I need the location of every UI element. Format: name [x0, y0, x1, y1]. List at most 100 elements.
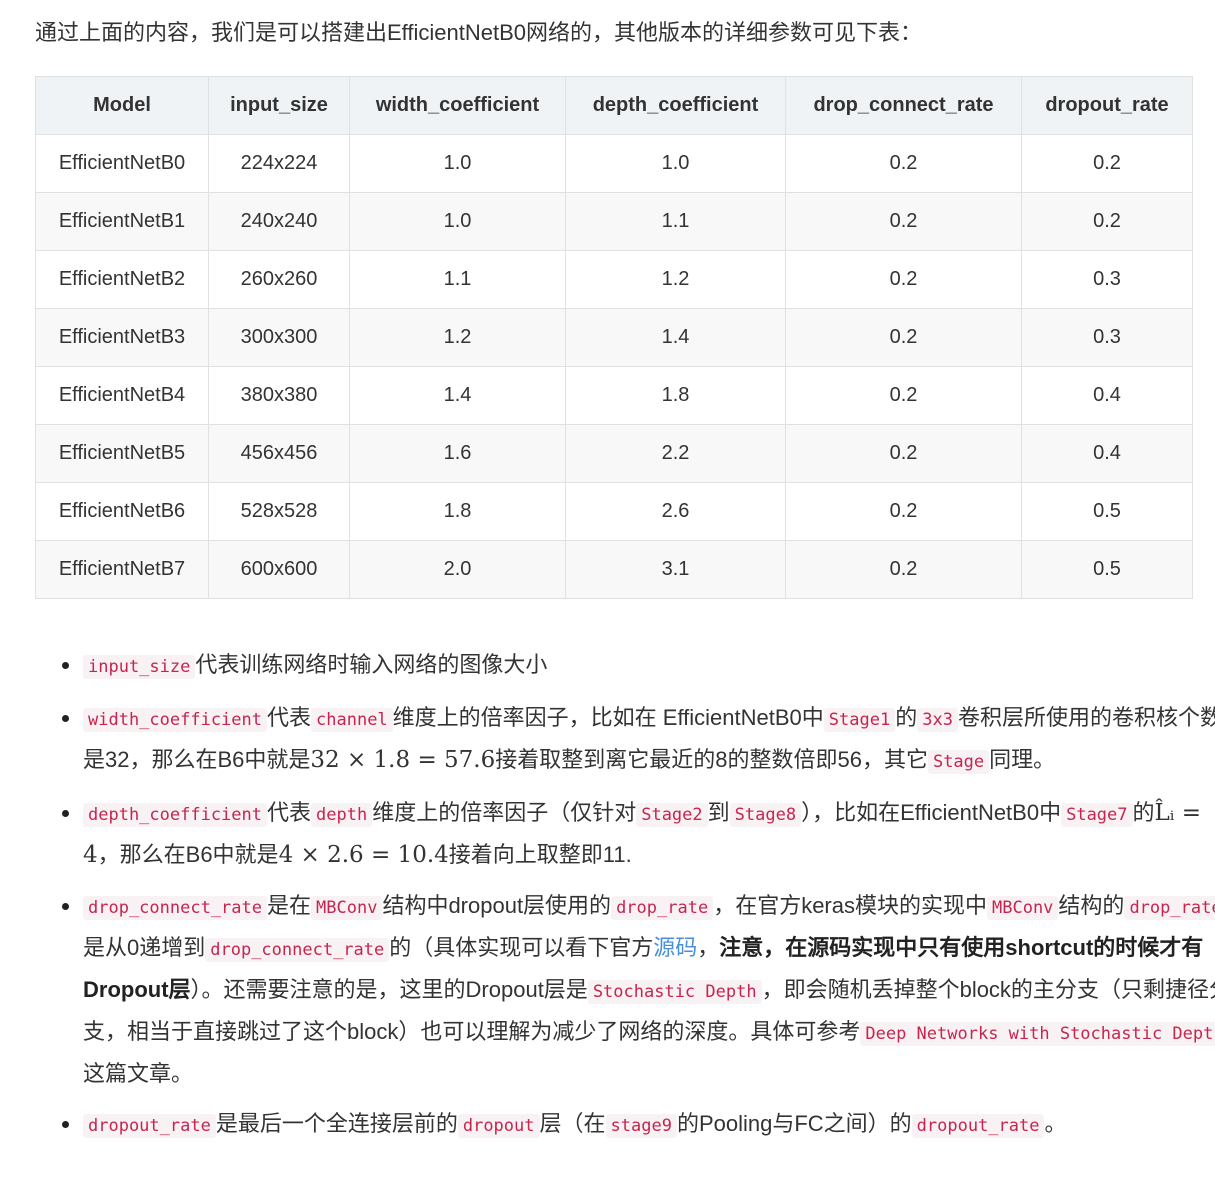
note-text: 是最后一个全连接层前的 [215, 1111, 458, 1136]
note-text: 接着向上取整即11. [448, 842, 632, 867]
table-cell: 0.2 [785, 424, 1022, 483]
table-cell: EfficientNetB7 [35, 540, 209, 599]
math-expression: L̂ᵢ = 4 [83, 800, 1202, 868]
table-header-row: Model input_size width_coefficient depth… [35, 76, 1193, 135]
math-expression: 32 × 1.8 = 57.6 [310, 747, 496, 773]
table-cell: 0.2 [1021, 134, 1193, 193]
table-cell: 0.3 [1021, 308, 1193, 367]
table-cell: 0.3 [1021, 250, 1193, 309]
bold-note: 注意，在源码实现中只有使用shortcut的时候才有Dropout层 [83, 935, 1204, 1002]
table-cell: 456x456 [208, 424, 350, 483]
math-expression: 4 × 2.6 = 10.4 [278, 842, 449, 868]
table-cell: 0.4 [1021, 424, 1193, 483]
inline-code: drop_connect_rate [205, 938, 390, 962]
inline-code: Deep Networks with Stochastic Depth [860, 1022, 1215, 1046]
note-text: 是从0递增到 [83, 935, 206, 960]
inline-code: channel [311, 708, 393, 732]
table-cell: 1.8 [565, 366, 786, 425]
inline-code: MBConv [987, 896, 1059, 920]
inline-code: stage9 [605, 1114, 677, 1138]
table-cell: 1.2 [349, 308, 566, 367]
note-text: 结构中dropout层使用的 [382, 893, 612, 918]
inline-code: Stochastic Depth [587, 980, 762, 1004]
table-cell: 1.4 [349, 366, 566, 425]
inline-code: Stage [927, 750, 990, 774]
list-item-dropout-rate: dropout_rate 是最后一个全连接层前的 dropout 层（在 stage9 的… [62, 1104, 1215, 1146]
table-cell: 1.1 [349, 250, 566, 309]
table-cell: 1.0 [349, 192, 566, 251]
table-cell: 600x600 [208, 540, 350, 599]
note-text: 接着取整到离它最近的8的整数倍即56，其它 [495, 747, 928, 772]
table-row: EfficientNetB4 380x380 1.4 1.8 0.2 0.4 [35, 366, 1193, 425]
table-cell: 0.2 [785, 250, 1022, 309]
column-header: dropout_rate [1021, 76, 1193, 135]
table-cell: 224x224 [208, 134, 350, 193]
note-text: 的 [1132, 800, 1155, 825]
table-cell: 0.4 [1021, 366, 1193, 425]
table-cell: 2.0 [349, 540, 566, 599]
table-cell: 300x300 [208, 308, 350, 367]
inline-code: MBConv [311, 896, 383, 920]
table-cell: 260x260 [208, 250, 350, 309]
note-text: 到 [707, 800, 730, 825]
table-cell: EfficientNetB4 [35, 366, 209, 425]
inline-code: dropout_rate [83, 1114, 216, 1138]
table-cell: 0.2 [785, 482, 1022, 541]
note-text: 同理。 [989, 747, 1056, 772]
intro-paragraph: 通过上面的内容，我们是可以搭建出EfficientNetB0网络的，其他版本的详… [35, 20, 923, 45]
inline-code: dropout_rate [911, 1114, 1045, 1138]
table-cell: EfficientNetB5 [35, 424, 209, 483]
table-cell: 0.2 [785, 366, 1022, 425]
note-text: 这篇文章。 [83, 1061, 194, 1086]
note-text: 层（在 [539, 1111, 606, 1136]
column-header: width_coefficient [349, 76, 566, 135]
inline-code: Stage7 [1061, 803, 1133, 827]
table-cell: 0.5 [1021, 482, 1193, 541]
table-cell: 0.2 [785, 308, 1022, 367]
inline-code: 3x3 [917, 708, 958, 732]
table-row: EfficientNetB3 300x300 1.2 1.4 0.2 0.3 [35, 308, 1193, 367]
table-cell: 528x528 [208, 482, 350, 541]
note-text: 代表 [267, 800, 312, 825]
table-cell: 1.1 [565, 192, 786, 251]
note-text: 维度上的倍率因子，比如在 EfficientNetB0中 [392, 705, 824, 730]
inline-code: depth_coefficient [83, 803, 267, 827]
table-cell: EfficientNetB0 [35, 134, 209, 193]
table-cell: 2.6 [565, 482, 786, 541]
inline-code: Stage2 [636, 803, 708, 827]
column-header: Model [35, 76, 209, 135]
note-text: 的（具体实现可以看下官方 [389, 935, 654, 960]
column-header: input_size [208, 76, 350, 135]
table-cell: 1.8 [349, 482, 566, 541]
inline-code: width_coefficient [83, 708, 267, 732]
inline-code: drop_connect_rate [83, 896, 267, 920]
note-text: ，即会随机丢掉整个block的主分支（只剩捷径分支，相当于直接跳过了这个bloc… [83, 977, 1215, 1044]
note-text: ）。还需要注意的是，这里的Dropout层是 [190, 977, 588, 1002]
inline-code: depth [311, 803, 373, 827]
note-text: 代表 [267, 705, 312, 730]
note-text: 代表训练网络时输入网络的图像大小 [195, 652, 548, 677]
table-cell: 3.1 [565, 540, 786, 599]
list-item-input-size: input_size 代表训练网络时输入网络的图像大小 [62, 645, 1215, 687]
note-text: 的 [895, 705, 918, 730]
note-text: ，那么在B6中就是 [97, 842, 279, 867]
note-text: 维度上的倍率因子（仅针对 [372, 800, 637, 825]
inline-code: dropout [457, 1114, 540, 1138]
efficientnet-params-table: Model input_size width_coefficient depth… [35, 76, 1193, 599]
parameter-notes-list: input_size 代表训练网络时输入网络的图像大小 width_coeffic… [35, 645, 1215, 1157]
table-cell: 2.2 [565, 424, 786, 483]
table-cell: 240x240 [208, 192, 350, 251]
table-row: EfficientNetB6 528x528 1.8 2.6 0.2 0.5 [35, 482, 1193, 541]
note-text: 是在 [267, 893, 312, 918]
table-cell: 1.0 [565, 134, 786, 193]
source-code-link[interactable]: 源码 [653, 935, 698, 960]
table-cell: EfficientNetB3 [35, 308, 209, 367]
list-item-drop-connect-rate: drop_connect_rate 是在 MBConv 结构中dropout层使用的 d… [62, 886, 1215, 1093]
note-text: ， [697, 935, 720, 960]
note-text: 结构的 [1058, 893, 1125, 918]
table-cell: 1.0 [349, 134, 566, 193]
table-cell: 0.2 [785, 134, 1022, 193]
table-row: EfficientNetB1 240x240 1.0 1.1 0.2 0.2 [35, 192, 1193, 251]
table-row: EfficientNetB0 224x224 1.0 1.0 0.2 0.2 [35, 134, 1193, 193]
